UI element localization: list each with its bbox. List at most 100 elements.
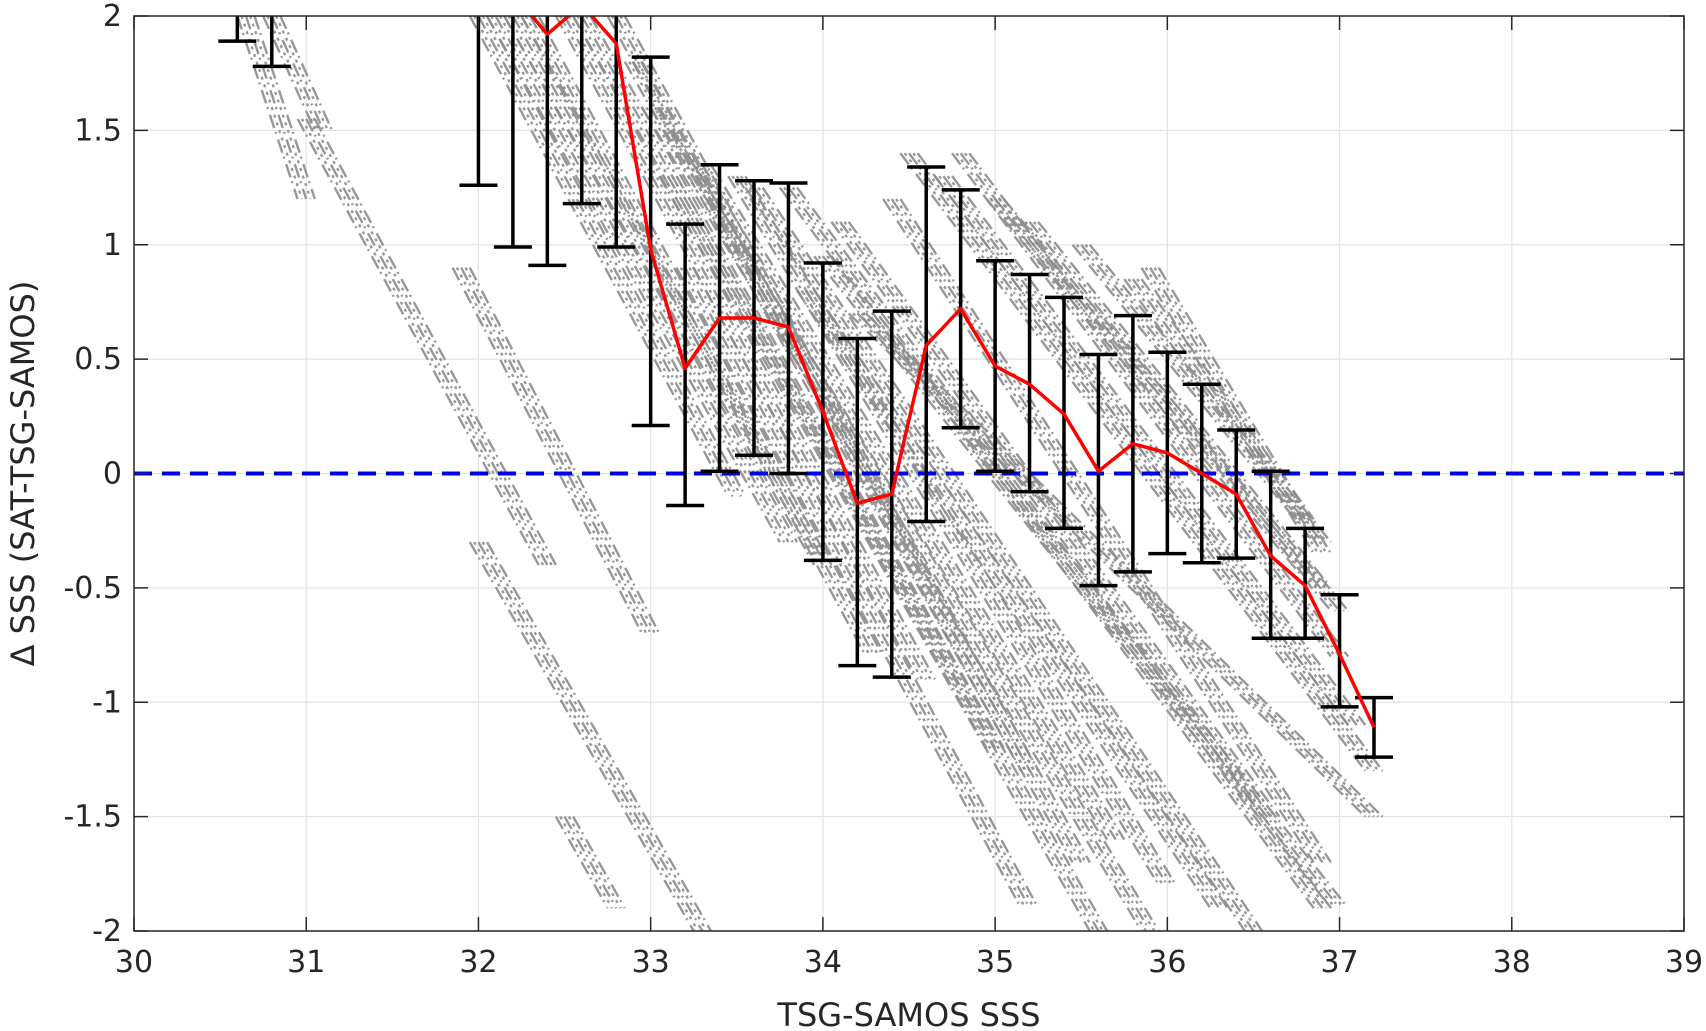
scatter-point-streak [262,16,316,131]
scatter-point-streak [451,267,644,635]
y-tick-label: -2 [92,914,122,949]
scatter-point-streak [468,267,661,635]
scatter-point-streak [684,267,1031,909]
y-tick-label: -1 [92,685,122,720]
scatter-point-streak [507,16,820,566]
scatter-point-streak [1037,221,1332,589]
scatter-point-streak [481,16,743,497]
scatter-point-streak [305,118,549,566]
scatter-point-streak [554,816,609,909]
scatter-point-streak [473,541,700,931]
scatter-point-streak [1071,243,1315,543]
scatter-point-streak [559,16,923,680]
scatter-point-streak [890,198,1324,864]
scatter-point-streak [236,16,299,200]
scatter-point-streak [804,289,1220,909]
scatter-point-streak [628,61,1078,863]
scatter-point-streak [783,186,1319,909]
scatter-point-streak [253,16,316,200]
scatter-point-streak [847,312,1367,818]
scatter-point-streak [567,816,622,909]
y-tick-label: 0 [103,457,122,492]
scatter-point-streak [813,289,1229,909]
scatter-point-streak [641,61,1091,863]
scatter-point-streak [946,175,1363,726]
scatter-point-streak [938,175,1354,726]
scatter-point-streak [791,186,1328,909]
scatter-point-streak [559,816,613,909]
scatter-point-streak [748,186,1251,931]
scatter-point-streak [985,198,1332,612]
scatter-point-streak [266,16,321,131]
scatter-point-streak [563,816,618,909]
scatter-point-streak [270,16,325,131]
scatter-point-streak [520,16,868,658]
scatter-point-streak [662,175,1096,931]
scatter-point-streak [1024,221,1319,589]
scatter-point-streak [692,164,1109,841]
binned-mean-group [529,16,1376,729]
scatter-point-streak [688,267,1035,909]
scatter-point-streak [485,16,747,497]
scatter-point-streak [955,152,1337,658]
scatter-point-streak [1088,243,1332,543]
scatter-point-streak [796,289,1212,909]
scatter-point-streak [645,106,1147,931]
scatter-point-streak [912,152,1380,772]
scatter-point-streak [1157,267,1332,555]
scatter-point-streak [1140,267,1315,555]
y-tick-label: -0.5 [63,571,122,606]
scatter-point-streak [856,312,1375,818]
scatter-point-streak [757,186,1259,931]
scatter-point-streak [477,541,704,931]
scatter-point-streak [572,816,626,909]
scatter-point-streak [1136,278,1311,520]
scatter-point-streak [903,152,1371,772]
scatter-point-streak [537,16,885,658]
scatter-point-streak [658,106,1160,931]
scatter-point-streak [486,541,712,931]
scatter-point-streak [675,267,1023,909]
scatter-point-streak [692,267,1040,909]
scatter-point-streak [572,16,988,749]
scatter-point-streak [296,118,540,566]
scatter-point-streak [830,255,1350,909]
x-tick-label: 39 [1665,945,1703,980]
x-tick-label: 35 [976,945,1014,980]
scatter-point-streak [658,175,1091,931]
scatter-point-streak [740,175,1173,886]
scatter-point-streak [701,164,1117,841]
scatter-point-streak [279,16,334,131]
y-tick-label: 2 [103,0,122,34]
y-axis-label: Δ SSS (SAT-TSG-SAMOS) [4,281,42,667]
y-tick-label: -1.5 [63,800,122,835]
scatter-point-streak [615,16,1031,772]
scatter-point-streak [632,61,1083,863]
x-tick-label: 36 [1148,945,1186,980]
scatter-point-streak [989,198,1337,612]
y-tick-label: 1 [103,228,122,263]
scatter-point-streak [481,541,708,931]
scatter-point-streak [533,16,880,658]
x-tick-label: 30 [115,945,153,980]
scatter-point-streak [679,267,1027,909]
scatter-point-streak [1028,221,1324,589]
scatter-point-streak [709,164,1126,841]
scatter-point-streak [731,175,1165,886]
scatter-point-streak [671,175,1104,931]
scatter-point-streak [942,175,1358,726]
x-tick-label: 38 [1493,945,1531,980]
scatter-point-streak [666,175,1100,931]
x-tick-label: 31 [287,945,325,980]
x-tick-label: 32 [459,945,497,980]
x-axis-label: TSG-SAMOS SSS [776,996,1040,1031]
scatter-point-streak [852,312,1371,818]
scatter-point-streak [649,106,1152,931]
scatter-point-streak [468,541,695,931]
scatter-point-streak [529,16,876,658]
scatter-point-streak [623,16,1040,772]
scatter-point-streak [1149,267,1324,555]
scatter-point-streak [249,16,312,200]
scatter-point-streak [834,221,1268,818]
